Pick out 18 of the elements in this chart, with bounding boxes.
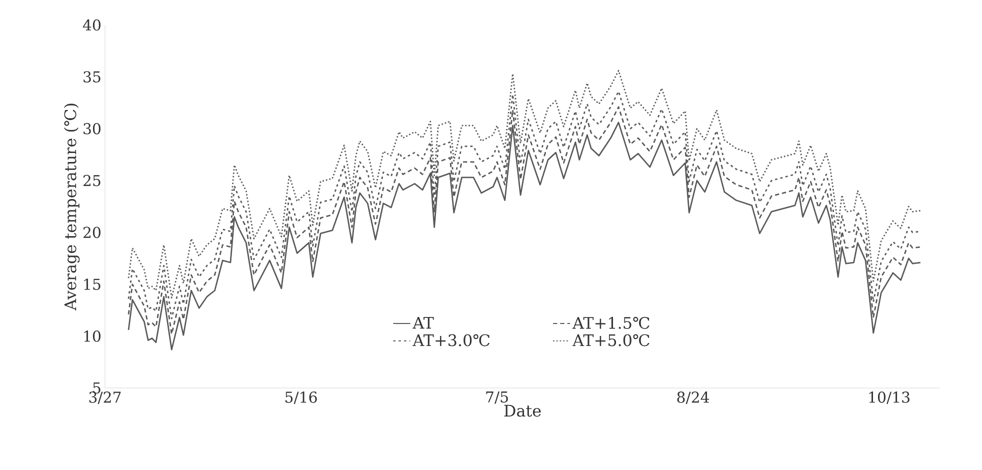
- y-axis-title: Average temperature (℃): [64, 104, 80, 311]
- legend-label: AT+3.0℃: [412, 334, 490, 346]
- y-tick-label: 35: [84, 71, 100, 83]
- x-tick-label: 10/13: [869, 392, 910, 404]
- y-tick-label: 15: [84, 278, 100, 290]
- y-tick-label: 10: [84, 330, 100, 342]
- x-axis-title: Date: [504, 404, 541, 417]
- y-tick-label: 20: [83, 226, 100, 238]
- legend-label: AT+5.0℃: [572, 334, 650, 346]
- x-tick-label: 5/16: [285, 392, 317, 404]
- legend-label: AT+1.5℃: [572, 316, 650, 329]
- legend-label: AT: [412, 316, 434, 329]
- x-tick-label: 7/5: [486, 392, 508, 404]
- y-tick-label: 40: [82, 19, 100, 31]
- x-tick-label: 3/27: [89, 392, 121, 404]
- y-tick-label: 25: [83, 174, 100, 186]
- x-tick-label: 8/24: [677, 392, 710, 404]
- y-tick-label: 30: [84, 123, 100, 134]
